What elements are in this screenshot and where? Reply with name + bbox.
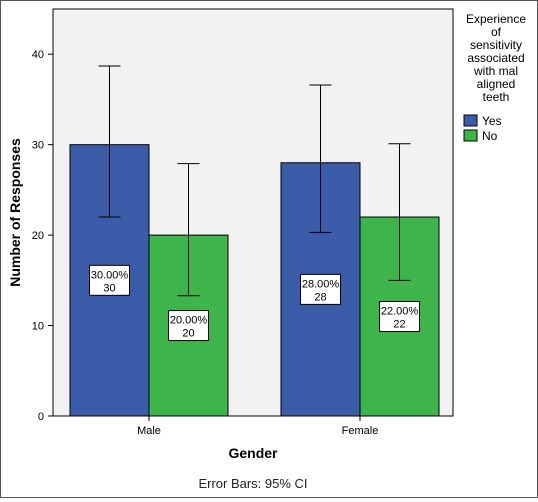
legend-swatch-no	[463, 129, 478, 142]
y-axis: 0 10 20 30 40	[32, 49, 53, 423]
x-tick-label: Female	[342, 425, 379, 437]
y-tick-label: 20	[32, 230, 44, 242]
legend-swatch-yes	[463, 114, 478, 127]
legend-label-yes: Yes	[482, 114, 502, 128]
legend-title-line: with mal	[473, 64, 518, 78]
y-tick-label: 0	[38, 411, 44, 423]
data-label-percent: 30.00%	[91, 269, 129, 281]
data-label-percent: 28.00%	[302, 278, 340, 290]
legend-title-line: of	[491, 25, 502, 39]
legend-title-line: associated	[467, 51, 524, 65]
x-axis: Male Female	[137, 416, 378, 437]
data-label-count: 30	[103, 282, 115, 294]
legend-title-line: Experience	[466, 12, 526, 26]
data-label-count: 22	[393, 319, 405, 331]
footnote: Error Bars: 95% CI	[198, 476, 307, 491]
data-label-box	[300, 273, 341, 305]
legend-title-line: teeth	[483, 90, 510, 104]
y-tick-label: 30	[32, 140, 44, 152]
legend-title-line: aligned	[477, 77, 516, 91]
data-label-percent: 22.00%	[381, 306, 419, 318]
y-tick-label: 10	[32, 321, 44, 333]
data-label-box	[89, 264, 130, 296]
legend-title-line: sensitivity	[470, 38, 522, 52]
data-labels-group: 30.00%30 20.00%20 28.00%28 22.00%22	[89, 264, 420, 342]
data-label-count: 28	[314, 291, 326, 303]
y-axis-title: Number of Responses	[7, 138, 23, 287]
data-label-box	[379, 301, 420, 333]
data-label-count: 20	[182, 328, 194, 340]
x-tick-label: Male	[137, 425, 161, 437]
data-label-percent: 20.00%	[170, 315, 208, 327]
legend-label-no: No	[482, 129, 498, 143]
data-label-box	[168, 310, 209, 342]
error-bars-group	[98, 65, 411, 297]
x-axis-title: Gender	[228, 445, 278, 461]
y-tick-label: 40	[32, 49, 44, 61]
